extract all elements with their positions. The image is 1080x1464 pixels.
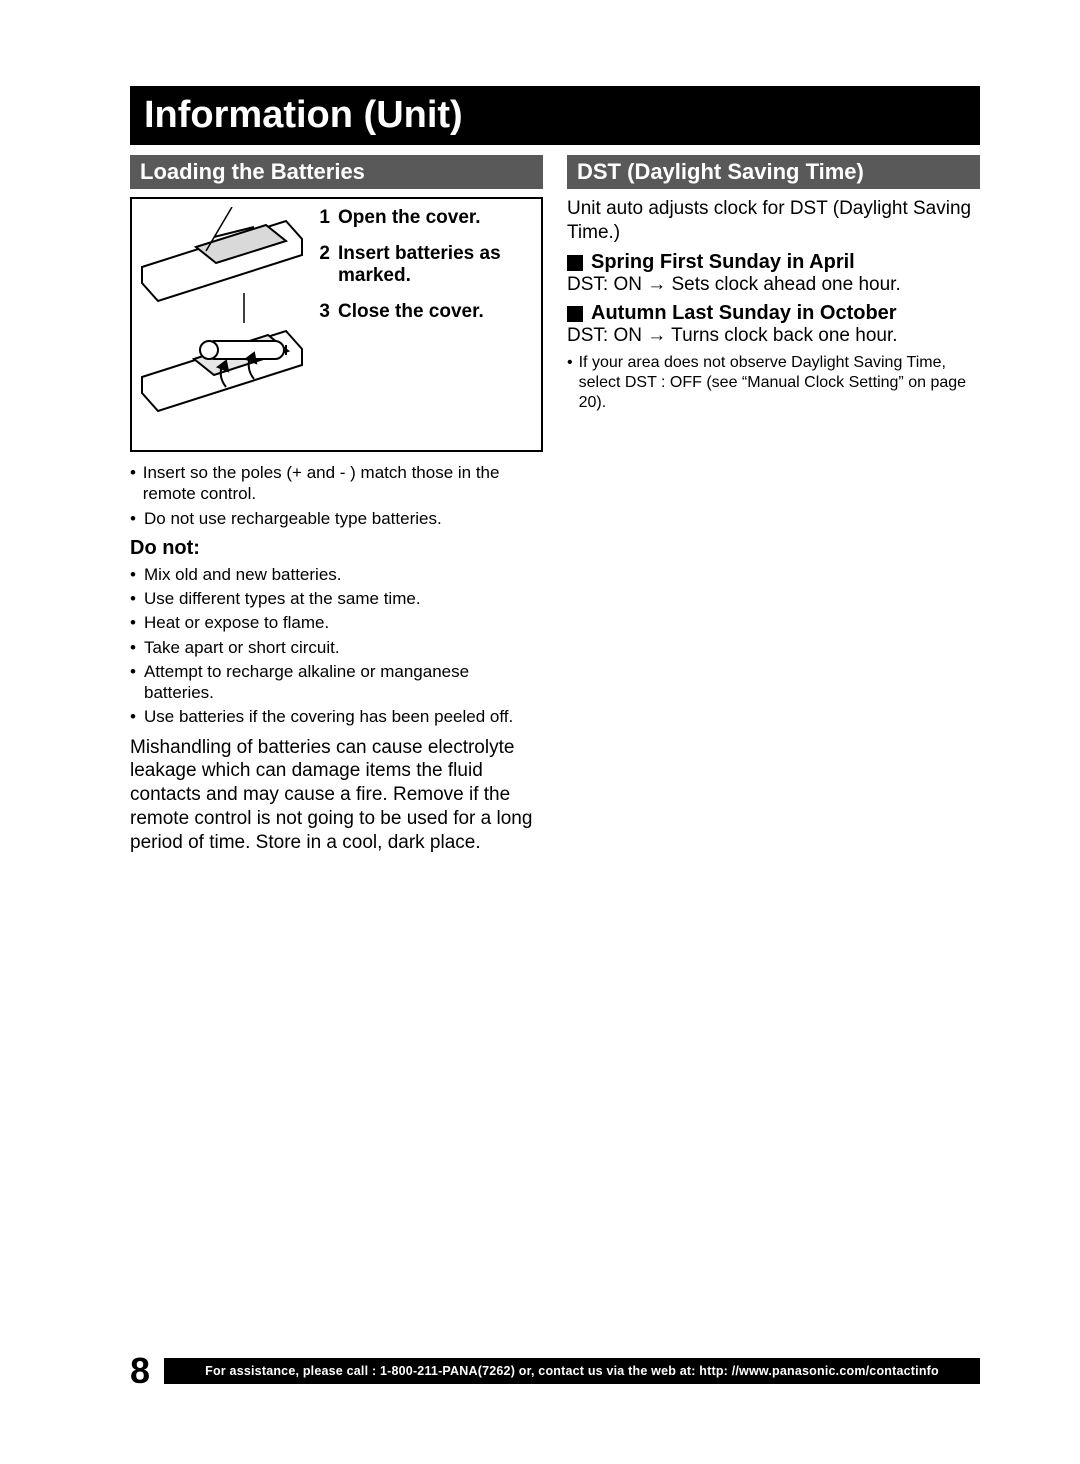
list-text: Use batteries if the covering has been p… [144,706,513,727]
step-number: 3 [314,301,330,323]
dst-intro: Unit auto adjusts clock for DST (Dayligh… [567,197,980,245]
note-text: If your area does not observe Daylight S… [579,353,980,413]
step-text: Insert batteries as marked. [338,243,533,287]
section-heading-dst: DST (Daylight Saving Time) [567,155,980,189]
list-item: • Use different types at the same time. [130,588,543,609]
battery-step: 1 Open the cover. [314,207,533,229]
list-item: •Attempt to recharge alkaline or mangane… [130,661,543,704]
dst-spring-line: DST: ON → Sets clock ahead one hour. [567,274,980,296]
battery-top-notes: •Insert so the poles (+ and - ) match th… [130,462,543,529]
list-item: • Mix old and new batteries. [130,564,543,585]
bullet-dot: • [130,706,138,727]
page-title: Information (Unit) [144,94,966,137]
note-item: •If your area does not observe Daylight … [567,353,980,413]
page-title-bar: Information (Unit) [130,86,980,145]
bullet-dot: • [130,564,138,585]
dst-spring-row: Spring First Sunday in April [567,251,980,274]
dst-footnote: •If your area does not observe Daylight … [567,353,980,413]
page-number: 8 [130,1350,150,1392]
square-bullet-icon [567,306,583,322]
list-text: Take apart or short circuit. [144,637,340,658]
step-text: Open the cover. [338,207,533,229]
do-not-list: • Mix old and new batteries. • Use differe… [130,564,543,728]
bullet-dot: • [130,588,138,609]
right-column: DST (Daylight Saving Time) Unit auto adj… [567,155,980,854]
do-not-heading: Do not: [130,537,543,560]
list-text: Use different types at the same time. [144,588,421,609]
dst-autumn-title: Autumn Last Sunday in October [591,302,897,325]
step-number: 1 [314,207,330,229]
two-column-layout: Loading the Batteries [130,155,980,854]
bullet-dot: • [130,661,138,704]
section-heading-batteries: Loading the Batteries [130,155,543,189]
note-text: Do not use rechargeable type batteries. [144,508,442,529]
battery-diagram-box: 1 Open the cover. 2 Insert batteries as … [130,197,543,452]
dst-autumn-row: Autumn Last Sunday in October [567,302,980,325]
manual-page: Information (Unit) Loading the Batteries [0,0,1080,1464]
list-text: Attempt to recharge alkaline or manganes… [144,661,543,704]
bullet-dot: • [130,612,138,633]
bullet-dot: • [130,462,137,505]
note-item: • Do not use rechargeable type batteries. [130,508,543,529]
list-text: Heat or expose to flame. [144,612,329,633]
bullet-dot: • [130,508,138,529]
square-bullet-icon [567,255,583,271]
bullet-dot: • [130,637,138,658]
battery-warning-paragraph: Mishandling of batteries can cause elect… [130,736,543,855]
step-text: Close the cover. [338,301,533,323]
list-item: • Heat or expose to flame. [130,612,543,633]
list-item: • Use batteries if the covering has been … [130,706,543,727]
note-text: Insert so the poles (+ and - ) match tho… [143,462,543,505]
dst-autumn-line: DST: ON → Turns clock back one hour. [567,325,980,347]
battery-steps-list: 1 Open the cover. 2 Insert batteries as … [314,207,533,442]
dst-spring-title: Spring First Sunday in April [591,251,855,274]
battery-step: 3 Close the cover. [314,301,533,323]
remote-battery-illustration [136,207,306,437]
step-number: 2 [314,243,330,287]
bullet-dot: • [567,353,573,413]
page-footer: 8 For assistance, please call : 1-800-21… [130,1350,980,1392]
assistance-footer-bar: For assistance, please call : 1-800-211-… [164,1358,980,1384]
battery-step: 2 Insert batteries as marked. [314,243,533,287]
note-item: •Insert so the poles (+ and - ) match th… [130,462,543,505]
battery-diagram [136,207,306,442]
list-item: • Take apart or short circuit. [130,637,543,658]
left-column: Loading the Batteries [130,155,543,854]
list-text: Mix old and new batteries. [144,564,342,585]
